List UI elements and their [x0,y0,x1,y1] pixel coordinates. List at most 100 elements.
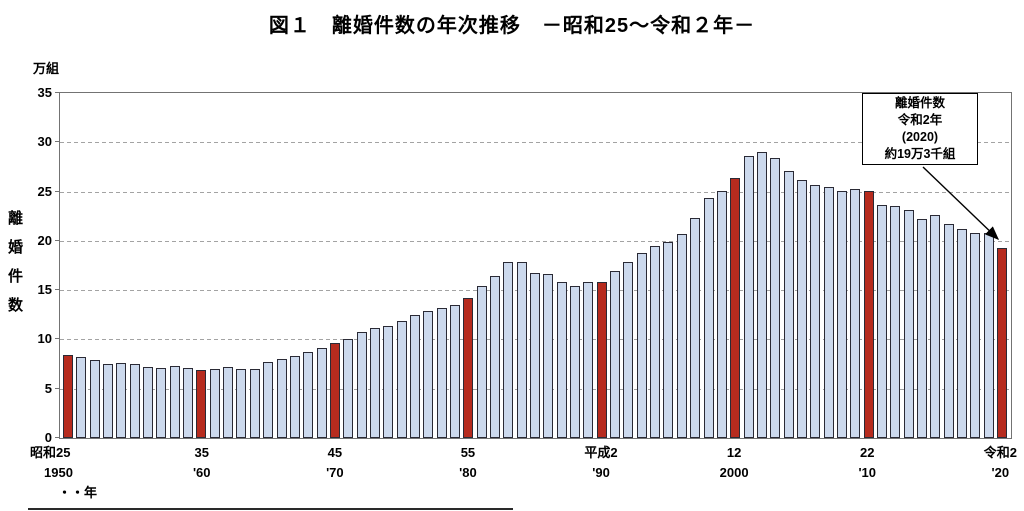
bar-2004 [783,170,794,438]
annotation-line: 約19万3千組 [884,147,956,161]
bar-1962 [223,367,234,438]
bar-1972 [356,331,367,438]
bar-1996 [676,233,687,438]
bar-1951 [76,357,87,438]
bar-2005 [796,179,807,438]
bar-1981 [476,286,487,438]
bar-2015 [930,215,941,438]
bar-2002 [756,152,767,438]
y-tick-mark [55,437,59,438]
bar-1957 [156,368,167,438]
bar-2020 [997,247,1008,438]
x-tick-label-1970: 45'70 [326,443,344,483]
x-tick-line: ・・年 [58,485,98,500]
bar-1969 [316,348,327,438]
x-tick-line: 平成2 [584,445,618,460]
y-tick-label: 5 [44,380,52,396]
x-tick-label-2010: 22'10 [858,443,876,483]
x-tick-label-1980: 55'80 [459,443,477,483]
bar-1993 [636,252,647,438]
x-tick-label-2000: 12 2000 [720,443,749,483]
bar-1985 [530,273,541,438]
bar-1990 [596,282,607,438]
bar-1965 [263,362,274,438]
y-unit-label: 万組 [33,61,60,76]
y-tick-label: 30 [37,134,52,150]
bar-2000 [730,177,741,438]
bar-1973 [369,327,380,438]
bar-1992 [623,261,634,438]
annotation-box: 離婚件数 令和2年 (2020) 約19万3千組 [862,93,978,165]
x-tick-label-2020: 令和2'20 [984,443,1017,483]
bar-1975 [396,320,407,438]
y-tick-label: 20 [37,232,52,248]
x-tick-label-1990: 平成2'90 [584,443,617,483]
bar-1988 [570,286,581,438]
bar-2006 [810,184,821,438]
bar-1977 [423,310,434,438]
bar-1984 [516,261,527,438]
bar-1961 [209,369,220,438]
bar-1958 [169,366,180,438]
x-tick-line: 12 [726,445,742,460]
bar-1980 [463,298,474,438]
bar-1960 [196,370,207,438]
bar-1955 [129,364,140,438]
y-tick-mark [55,239,59,241]
bar-2014 [917,219,927,438]
x-tick-line: 35 [194,445,209,460]
gridline [60,191,1011,193]
bar-1999 [716,190,727,438]
bar-2018 [970,232,981,438]
bar-1974 [383,325,394,438]
y-tick-mark [55,92,59,93]
bar-1983 [503,261,514,438]
bar-1966 [276,359,287,438]
y-tick-mark [55,190,59,192]
page-rule-line [28,508,513,510]
bar-2010 [863,190,874,438]
bar-1964 [249,369,260,438]
bar-1953 [103,364,114,438]
x-tick-line: '90 [592,465,610,480]
x-tick-line: '60 [192,465,211,480]
bar-1950 [63,355,73,438]
annotation-line: (2020) [901,130,939,144]
bar-1979 [449,304,460,438]
x-tick-line: 令和2 [983,445,1017,460]
y-tick-mark [55,289,59,291]
y-axis-title: 離婚件数 [6,210,23,326]
gridline [60,142,1011,144]
bar-2008 [836,190,847,438]
bar-1967 [289,356,300,438]
chart-title: 図１ 離婚件数の年次推移 －昭和25～令和２年－ [268,15,756,37]
bar-2016 [943,224,954,438]
bar-1959 [183,368,194,438]
bar-1987 [556,282,567,438]
bar-2019 [983,232,994,438]
bar-1994 [650,245,661,438]
x-tick-line: 1950 [44,465,73,480]
y-tick-mark [55,338,59,340]
y-tick-label: 35 [37,85,52,100]
x-tick-line: 昭和25 [30,445,71,460]
bar-1978 [436,307,447,438]
bar-1952 [89,360,100,438]
bar-1982 [490,276,500,438]
x-tick-line: 2000 [719,465,749,480]
bar-1956 [143,367,154,438]
x-tick-line: 45 [327,445,343,460]
bar-1997 [690,218,701,438]
bar-1998 [703,198,714,438]
bar-1986 [543,274,554,438]
bar-2012 [890,206,901,438]
bar-2007 [823,186,834,438]
bar-2013 [903,210,914,438]
y-tick-mark [55,141,59,143]
annotation-line: 離婚件数 [894,96,945,110]
y-tick-label: 10 [37,331,52,347]
y-tick-label: 15 [37,282,52,298]
x-tick-label-1950: 昭和25 1950 ・・年 [30,443,97,503]
gridline [60,240,1011,242]
